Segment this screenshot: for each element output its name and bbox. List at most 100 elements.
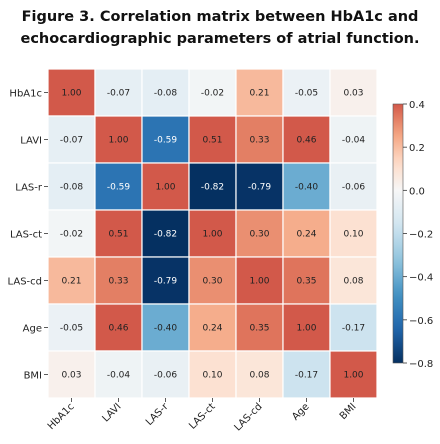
y-axis-labels: HbA1c LAVI LAS-r LAS-ct LAS-cd Age BMI [8, 89, 48, 382]
cell-value-LAVI-HbA1c: -0.07 [60, 136, 83, 146]
x-tick-label-LAS-ct: LAS-ct [187, 401, 217, 431]
y-tick-label-LAVI: LAVI [20, 136, 42, 147]
cell-value-LAS-ct-HbA1c: -0.02 [60, 230, 83, 240]
y-tick-label-LAS-ct: LAS-ct [10, 230, 42, 241]
cell-value-LAS-cd-LAS-ct: 0.30 [202, 277, 222, 287]
cell-value-BMI-HbA1c: 0.03 [61, 371, 81, 381]
cell-value-LAS-cd-Age: 0.35 [296, 277, 316, 287]
cell-value-LAS-r-BMI: -0.06 [342, 183, 366, 193]
heatmap-cell-LAS-r-LAS-ct [188, 162, 237, 211]
figure-title-line-1: Figure 3. Correlation matrix between HbA… [21, 9, 419, 25]
cell-value-Age-LAS-r: -0.40 [154, 324, 178, 334]
cell-value-LAS-ct-BMI: 0.10 [343, 230, 363, 240]
heatmap-cell-HbA1c-Age [282, 68, 331, 117]
cell-value-HbA1c-LAS-ct: -0.02 [201, 89, 224, 99]
x-axis-labels: HbA1c LAVI LAS-r LAS-ct LAS-cd Age BMI [46, 398, 359, 433]
cell-value-HbA1c-LAVI: -0.07 [107, 89, 130, 99]
x-tick-label-LAVI: LAVI [100, 401, 123, 424]
cell-value-LAVI-Age: 0.46 [296, 136, 316, 146]
heatmap-cell-HbA1c-HbA1c [47, 68, 96, 117]
cell-value-LAS-ct-LAS-cd: 0.30 [249, 230, 269, 240]
colorbar-tick-label-5: −0.6 [409, 316, 433, 327]
cell-value-LAS-cd-HbA1c: 0.21 [61, 277, 81, 287]
colorbar-gradient [392, 103, 404, 364]
cell-value-BMI-LAVI: -0.04 [107, 371, 131, 381]
heatmap-cell-LAS-cd-HbA1c [47, 256, 96, 305]
figure-title: Figure 3. Correlation matrix between HbA… [0, 6, 440, 50]
x-tick-label-Age: Age [290, 401, 311, 422]
cell-value-BMI-LAS-r: -0.06 [154, 371, 178, 381]
heatmap-cell-BMI-LAS-cd [235, 350, 284, 399]
cell-value-LAS-r-LAVI: -0.59 [107, 183, 131, 193]
cell-value-LAS-ct-LAS-ct: 1.00 [202, 230, 222, 240]
colorbar-tick-label-3: −0.2 [409, 230, 433, 241]
heatmap-cell-LAVI-LAS-cd [235, 115, 284, 164]
y-tick-label-LAS-cd: LAS-cd [8, 277, 42, 288]
cell-value-LAS-r-LAS-ct: -0.82 [201, 183, 224, 193]
cell-value-LAS-cd-LAS-r: -0.79 [154, 277, 178, 287]
heatmap-cells: 1.00 -0.07 -0.08 -0.02 0.21 -0.05 0.03 -0.07 1.0… [47, 68, 378, 399]
heatmap-cell-Age-BMI [329, 303, 378, 352]
cell-value-BMI-Age: -0.17 [295, 371, 318, 381]
figure-title-line-2: echocardiographic parameters of atrial f… [20, 31, 420, 47]
heatmap-cell-BMI-LAVI [94, 350, 143, 399]
cell-value-Age-Age: 1.00 [296, 324, 316, 334]
heatmap-cell-LAS-r-Age [282, 162, 331, 211]
cell-value-LAVI-LAS-r: -0.59 [154, 136, 178, 146]
cell-value-Age-HbA1c: -0.05 [60, 324, 83, 334]
heatmap-cell-BMI-HbA1c [47, 350, 96, 399]
cell-value-LAS-ct-LAVI: 0.51 [108, 230, 128, 240]
cell-value-LAS-cd-BMI: 0.08 [343, 277, 363, 287]
colorbar: 0.4 0.2 0.0 −0.2 −0.4 −0.6 −0.8 [392, 100, 433, 370]
heatmap-cell-HbA1c-LAS-r [141, 68, 190, 117]
cell-value-HbA1c-Age: -0.05 [295, 89, 318, 99]
heatmap-cell-BMI-Age [282, 350, 331, 399]
heatmap-cell-LAS-cd-Age [282, 256, 331, 305]
cell-value-HbA1c-HbA1c: 1.00 [61, 89, 81, 99]
heatmap-cell-LAS-r-BMI [329, 162, 378, 211]
heatmap-cell-LAS-ct-BMI [329, 209, 378, 258]
cell-value-BMI-BMI: 1.00 [343, 371, 363, 381]
cell-value-LAVI-LAS-ct: 0.51 [202, 136, 222, 146]
colorbar-tick-label-6: −0.8 [409, 359, 433, 370]
colorbar-tick-label-0: 0.4 [409, 100, 425, 111]
cell-value-LAS-cd-LAS-cd: 1.00 [249, 277, 269, 287]
cell-value-Age-BMI: -0.17 [342, 324, 365, 334]
colorbar-tick-label-1: 0.2 [409, 143, 425, 154]
cell-value-LAS-r-LAS-cd: -0.79 [248, 183, 272, 193]
cell-value-HbA1c-BMI: 0.03 [343, 89, 363, 99]
heatmap-cell-LAVI-BMI [329, 115, 378, 164]
cell-value-LAS-cd-LAVI: 0.33 [108, 277, 128, 287]
heatmap-cell-Age-LAVI [94, 303, 143, 352]
cell-value-BMI-LAS-ct: 0.10 [202, 371, 222, 381]
heatmap-cell-LAVI-LAS-ct [188, 115, 237, 164]
cell-value-LAS-r-Age: -0.40 [295, 183, 319, 193]
heatmap-cell-LAS-r-LAS-cd [235, 162, 284, 211]
heatmap-cell-LAS-ct-LAS-cd [235, 209, 284, 258]
cell-value-HbA1c-LAS-r: -0.08 [154, 89, 178, 99]
cell-value-LAS-r-LAS-r: 1.00 [155, 183, 175, 193]
x-tick-label-LAS-cd: LAS-cd [232, 401, 264, 433]
colorbar-tick-label-4: −0.4 [409, 273, 433, 284]
x-tick-label-HbA1c: HbA1c [46, 401, 77, 432]
cell-value-BMI-LAS-cd: 0.08 [249, 371, 269, 381]
cell-value-HbA1c-LAS-cd: 0.21 [249, 89, 269, 99]
colorbar-tick-label-2: 0.0 [409, 186, 425, 197]
y-tick-label-BMI: BMI [24, 371, 42, 382]
cell-value-LAVI-LAS-cd: 0.33 [249, 136, 269, 146]
heatmap-cell-Age-LAS-cd [235, 303, 284, 352]
heatmap-cell-LAS-ct-LAS-r [141, 209, 190, 258]
heatmap-cell-HbA1c-LAS-ct [188, 68, 237, 117]
heatmap-cell-LAS-cd-BMI [329, 256, 378, 305]
y-tick-label-LAS-r: LAS-r [15, 183, 43, 194]
heatmap-cell-LAS-ct-HbA1c [47, 209, 96, 258]
heatmap-cell-LAVI-LAVI [94, 115, 143, 164]
cell-value-LAVI-LAVI: 1.00 [108, 136, 128, 146]
cell-value-Age-LAVI: 0.46 [108, 324, 128, 334]
cell-value-LAS-r-HbA1c: -0.08 [60, 183, 84, 193]
cell-value-Age-LAS-cd: 0.35 [249, 324, 269, 334]
x-tick-label-LAS-r: LAS-r [144, 401, 171, 428]
x-tick-label-BMI: BMI [338, 401, 359, 422]
y-tick-label-Age: Age [23, 324, 42, 335]
